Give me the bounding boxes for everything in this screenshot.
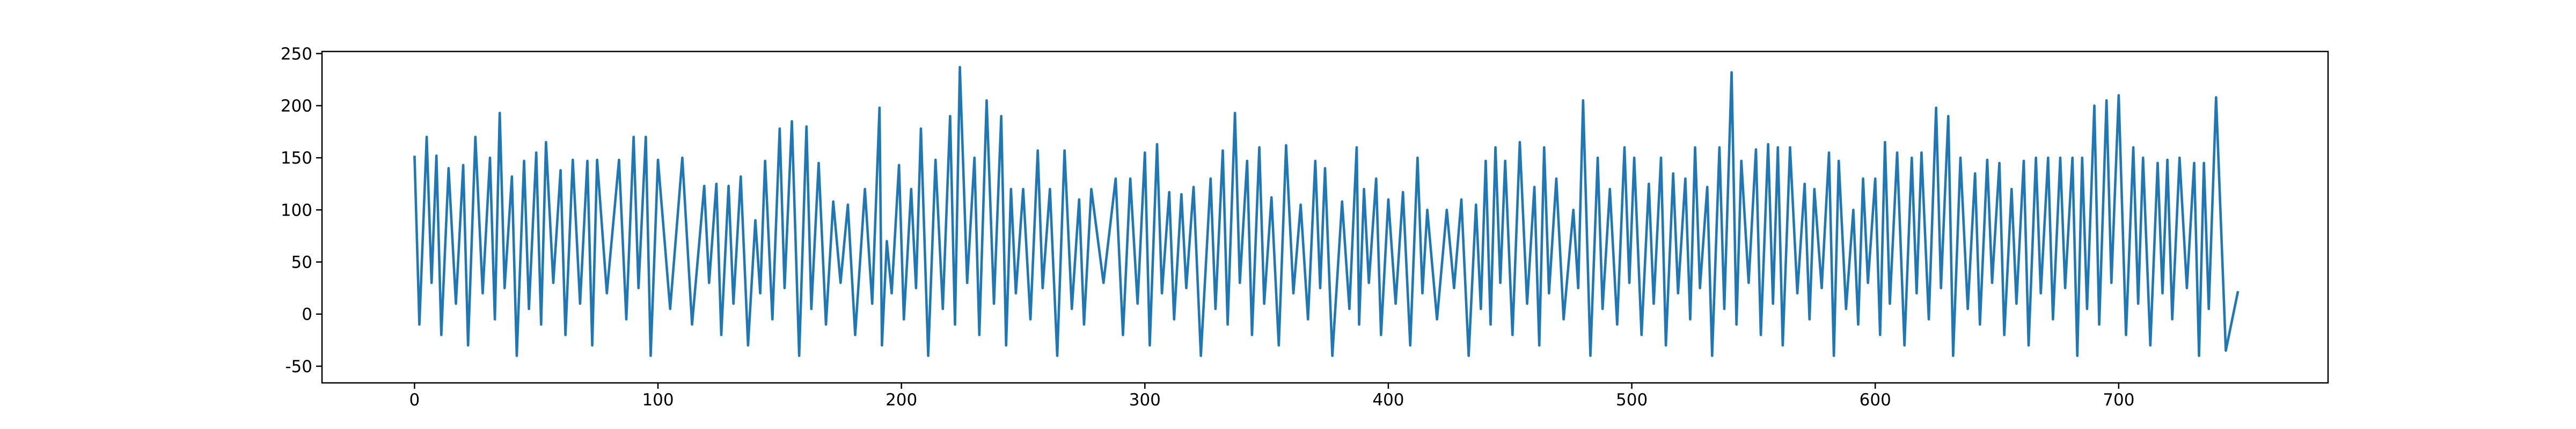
x-tick-label: 200 [885, 390, 917, 410]
y-tick-label: -50 [285, 357, 312, 376]
y-tick-label: 100 [281, 201, 312, 220]
x-tick-label: 500 [1616, 390, 1648, 410]
data-line [413, 65, 2240, 357]
y-tick-label: 200 [281, 97, 312, 116]
x-tick-label: 700 [2103, 390, 2134, 410]
y-tick-label: 50 [291, 253, 312, 272]
x-tick-label: 600 [1860, 390, 1891, 410]
x-tick-label: 0 [409, 390, 420, 410]
x-tick-label: 300 [1129, 390, 1161, 410]
y-tick-label: 150 [281, 149, 312, 168]
y-tick-label: 0 [302, 305, 312, 324]
plot-frame [321, 50, 2329, 384]
x-tick-label: 400 [1372, 390, 1404, 410]
y-tick-label: 250 [281, 45, 312, 64]
x-tick-label: 100 [642, 390, 674, 410]
